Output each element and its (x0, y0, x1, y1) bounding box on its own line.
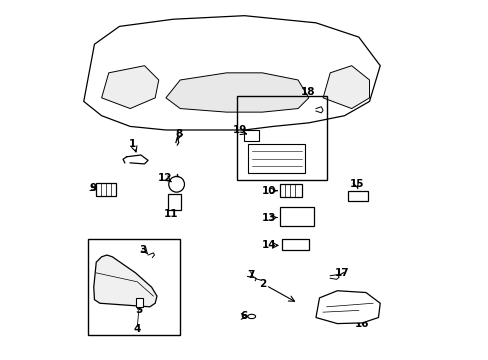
Text: 18: 18 (300, 87, 315, 98)
Text: 16: 16 (354, 319, 369, 329)
Bar (280, 207, 313, 226)
PathPatch shape (83, 16, 380, 130)
Bar (280, 184, 301, 197)
Text: 2: 2 (258, 279, 265, 289)
PathPatch shape (94, 255, 157, 307)
Bar (237, 96, 326, 180)
Text: 1: 1 (128, 139, 135, 149)
PathPatch shape (135, 298, 142, 307)
Text: 6: 6 (241, 311, 247, 321)
Text: 12: 12 (158, 173, 172, 183)
Bar (96, 183, 116, 196)
Text: 14: 14 (262, 240, 276, 250)
Text: 10: 10 (262, 186, 276, 196)
Text: 17: 17 (334, 268, 348, 278)
PathPatch shape (165, 73, 308, 112)
Bar (282, 239, 308, 249)
Text: 7: 7 (247, 270, 254, 280)
Text: 19: 19 (233, 125, 247, 135)
Text: 5: 5 (135, 305, 142, 315)
Bar (244, 130, 258, 141)
PathPatch shape (315, 291, 380, 324)
Text: 9: 9 (89, 183, 96, 193)
Text: 11: 11 (163, 209, 178, 219)
Bar (167, 194, 181, 210)
Text: 4: 4 (133, 324, 141, 334)
PathPatch shape (323, 66, 369, 109)
Text: 8: 8 (176, 129, 183, 139)
Bar (88, 239, 180, 336)
PathPatch shape (102, 66, 159, 109)
Text: 13: 13 (261, 212, 276, 222)
Text: 3: 3 (139, 245, 146, 255)
Text: 15: 15 (349, 179, 364, 189)
Bar (347, 192, 367, 202)
Bar (247, 144, 305, 173)
